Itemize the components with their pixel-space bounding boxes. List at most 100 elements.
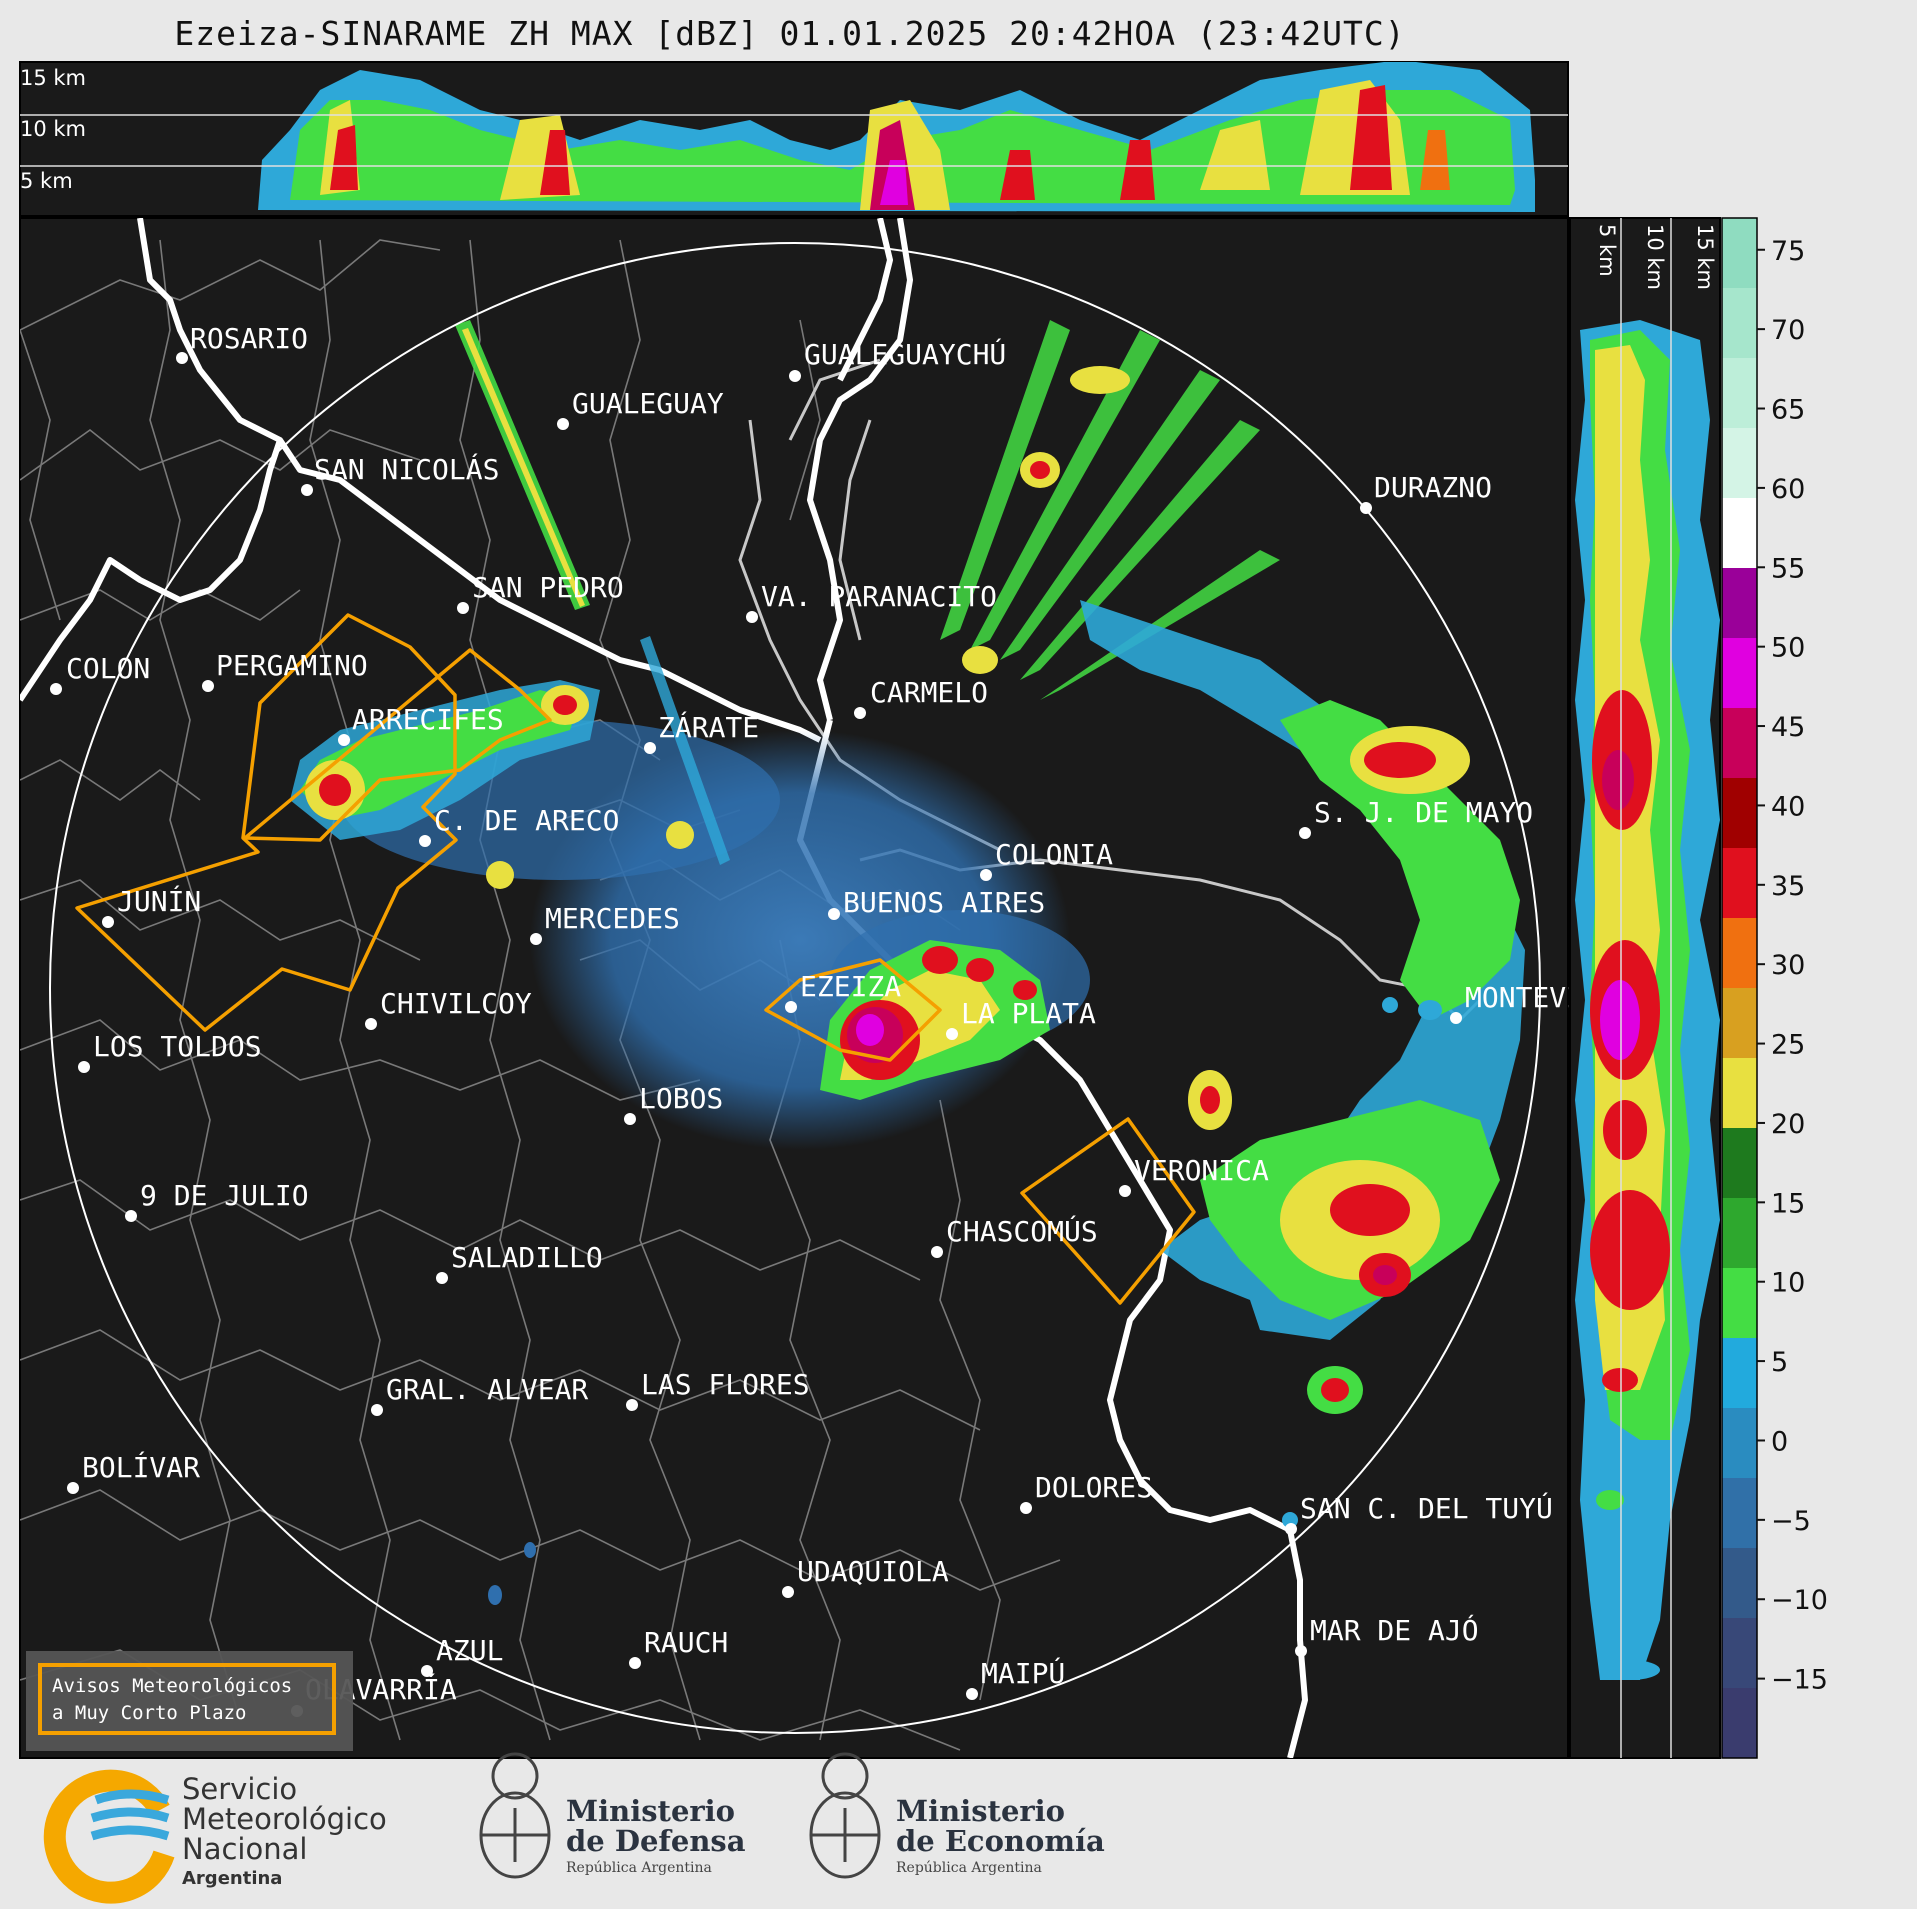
colorbar-tick-label: 20 — [1771, 1109, 1805, 1140]
colorbar-segment — [1722, 1408, 1757, 1479]
economia-line3: República Argentina — [896, 1860, 1042, 1876]
city-label-arrecifes: ARRECIFES — [352, 703, 504, 736]
city-label-buenos-aires: BUENOS AIRES — [843, 886, 1045, 919]
city-label-san-nicolas: SAN NICOLÁS — [314, 452, 499, 486]
city-label-durazno: DURAZNO — [1374, 471, 1492, 504]
colorbar-segment — [1722, 1548, 1757, 1619]
colorbar-segment — [1722, 428, 1757, 499]
economia-logo-text: Ministerio de Economía República Argenti… — [896, 1796, 1105, 1876]
defensa-line1: Ministerio — [566, 1794, 736, 1828]
defensa-line2: de Defensa — [566, 1824, 746, 1858]
city-label-udaquiola: UDAQUIOLA — [797, 1555, 949, 1588]
colorbar-tick-label: 25 — [1771, 1030, 1805, 1061]
snm-line2: Meteorológico — [182, 1802, 387, 1836]
colorbar-segment — [1722, 1128, 1757, 1199]
colorbar-tick-label: 10 — [1771, 1268, 1805, 1299]
snm-logo-text: Servicio Meteorológico Nacional Argentin… — [182, 1774, 387, 1894]
city-label-pergamino: PERGAMINO — [216, 649, 368, 682]
colorbar-segment — [1722, 778, 1757, 849]
warning-legend-line1: Avisos Meteorológicos — [52, 1675, 293, 1697]
defensa-line3: República Argentina — [566, 1860, 712, 1876]
colorbar-tick-label: 50 — [1771, 633, 1805, 664]
city-label-colonia: COLONIA — [995, 838, 1113, 871]
city-label-sj-de-mayo: S. J. DE MAYO — [1314, 796, 1533, 829]
colorbar-tick-label: 30 — [1771, 950, 1805, 981]
city-label-lobos: LOBOS — [639, 1082, 723, 1115]
colorbar-tick-label: 65 — [1771, 395, 1805, 426]
colorbar-segment — [1722, 988, 1757, 1059]
colorbar-segment — [1722, 498, 1757, 569]
colorbar-segment — [1722, 1268, 1757, 1339]
city-label-azul: AZUL — [436, 1634, 503, 1667]
colorbar-segment — [1722, 568, 1757, 639]
city-label-chivilcoy: CHIVILCOY — [380, 987, 532, 1020]
colorbar-segment — [1722, 288, 1757, 359]
city-label-ezeiza: EZEIZA — [800, 970, 901, 1003]
city-label-san-pedro: SAN PEDRO — [472, 571, 624, 604]
city-label-saladillo: SALADILLO — [451, 1241, 603, 1274]
colorbar-tick-label: 5 — [1771, 1347, 1788, 1378]
chart-title: Ezeiza-SINARAME ZH MAX [dBZ] 01.01.2025 … — [174, 14, 1406, 53]
city-label-rosario: ROSARIO — [190, 322, 308, 355]
city-label-9-de-julio: 9 DE JULIO — [140, 1179, 309, 1212]
radar-map: ROSARIO GUALEGUAYCHÚ GUALEGUAY SAN NICOL… — [19, 217, 1634, 1759]
city-label-va-paranacito: VA. PARANACITO — [761, 580, 997, 613]
colorbar-tick-label: 55 — [1771, 553, 1805, 584]
radar-echoes — [290, 320, 1525, 1605]
side-height-label-15: 15 km — [1693, 224, 1717, 290]
city-label-colon: COLON — [66, 652, 150, 685]
economia-line2: de Economía — [896, 1824, 1105, 1858]
snm-line3: Nacional — [182, 1832, 308, 1866]
colorbar-segment — [1722, 1478, 1757, 1549]
defensa-logo-text: Ministerio de Defensa República Argentin… — [566, 1796, 746, 1876]
city-label-chascomus: CHASCOMÚS — [946, 1214, 1098, 1248]
city-label-junin: JUNÍN — [117, 884, 201, 918]
city-label-las-flores: LAS FLORES — [641, 1368, 810, 1401]
colorbar-tick-label: −10 — [1771, 1585, 1828, 1616]
colorbar-tick-label: −15 — [1771, 1665, 1828, 1696]
colorbar-tick-label: −5 — [1771, 1506, 1811, 1537]
colorbar-tick-label: 40 — [1771, 791, 1805, 822]
warning-legend: Avisos Meteorológicos a Muy Corto Plazo — [38, 1663, 336, 1735]
top-height-label-10: 10 km — [20, 117, 86, 141]
city-label-gualeguay: GUALEGUAY — [572, 387, 724, 420]
city-label-rauch: RAUCH — [644, 1626, 728, 1659]
city-label-veronica: VERONICA — [1134, 1154, 1269, 1187]
city-label-zarate: ZÁRATE — [658, 710, 759, 744]
colorbar-segment — [1722, 1198, 1757, 1269]
colorbar-tick-label: 75 — [1771, 236, 1805, 267]
city-label-los-toldos: LOS TOLDOS — [93, 1030, 262, 1063]
colorbar-tick-label: 0 — [1771, 1426, 1788, 1457]
colorbar-border — [1721, 217, 1758, 1759]
city-label-mar-de-ajo: MAR DE AJÓ — [1310, 1613, 1479, 1647]
city-label-gral-alvear: GRAL. ALVEAR — [386, 1373, 588, 1406]
colorbar-tick-label: 35 — [1771, 871, 1805, 902]
side-height-label-10: 10 km — [1643, 224, 1667, 290]
city-label-dolores: DOLORES — [1035, 1471, 1153, 1504]
colorbar-segment — [1722, 638, 1757, 709]
snm-line1: Servicio — [182, 1772, 298, 1806]
city-label-bolivar: BOLÍVAR — [82, 1450, 200, 1484]
side-height-label-5: 5 km — [1595, 224, 1619, 277]
colorbar-segment — [1722, 218, 1757, 289]
city-label-carmelo: CARMELO — [870, 676, 988, 709]
top-height-label-5: 5 km — [20, 169, 73, 193]
city-label-maipu: MAIPÚ — [981, 1656, 1065, 1690]
snm-line4: Argentina — [182, 1868, 283, 1889]
colorbar-tick-label: 15 — [1771, 1188, 1805, 1219]
colorbar-segment — [1722, 358, 1757, 429]
city-label-san-c-del-tuyu: SAN C. DEL TUYÚ — [1300, 1491, 1553, 1525]
colorbar-tick-label: 45 — [1771, 712, 1805, 743]
city-label-c-de-areco: C. DE ARECO — [434, 804, 619, 837]
side-height-panel: 5 km 10 km 15 km — [1569, 217, 1721, 1759]
city-label-mercedes: MERCEDES — [545, 902, 680, 935]
colorbar-segment — [1722, 848, 1757, 919]
top-height-panel: 15 km 10 km 5 km — [19, 61, 1569, 217]
city-label-la-plata: LA PLATA — [961, 997, 1096, 1030]
colorbar-tick-label: 70 — [1771, 315, 1805, 346]
warning-legend-line2: a Muy Corto Plazo — [52, 1702, 247, 1724]
top-height-label-15: 15 km — [20, 66, 86, 90]
colorbar-tick-label: 60 — [1771, 474, 1805, 505]
